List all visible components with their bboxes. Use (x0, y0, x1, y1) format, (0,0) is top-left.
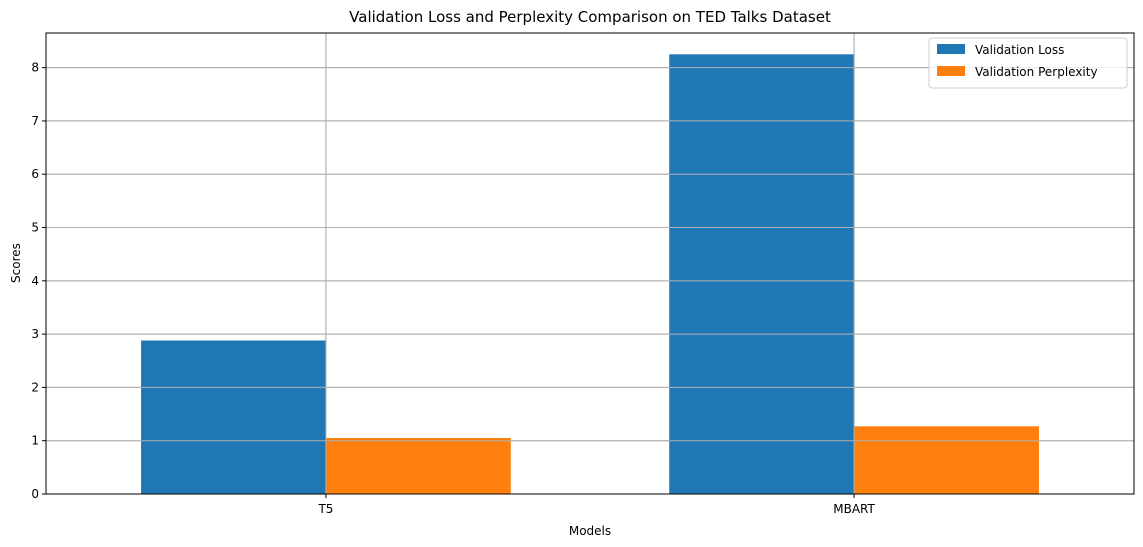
y-tick-label: 1 (31, 434, 39, 448)
legend-label-validation-perplexity: Validation Perplexity (975, 65, 1098, 79)
legend-label-validation-loss: Validation Loss (975, 43, 1064, 57)
axes (45, 32, 1135, 495)
bar-validation-loss-mbart (669, 54, 855, 494)
legend: Validation Loss Validation Perplexity (928, 37, 1128, 89)
y-tick-label: 0 (31, 487, 39, 501)
x-tick-label-mbart: MBART (833, 502, 875, 516)
x-axis-label: Models (569, 524, 611, 538)
y-axis-label: Scores (9, 243, 23, 283)
y-tick-label: 2 (31, 380, 39, 394)
y-tick-label: 4 (31, 274, 39, 288)
y-tick-label: 6 (31, 167, 39, 181)
bars (46, 33, 1134, 494)
legend-swatch-validation-loss (937, 44, 965, 54)
y-tick-label: 5 (31, 221, 39, 235)
chart-title: Validation Loss and Perplexity Compariso… (349, 8, 831, 26)
y-axis-ticks: 0 1 2 3 4 5 6 7 8 (31, 61, 46, 501)
x-axis-ticks: T5 MBART (317, 494, 876, 516)
bar-validation-perplexity-mbart (854, 426, 1039, 494)
bar-validation-perplexity-t5 (325, 438, 511, 494)
y-tick-label: 8 (31, 61, 39, 75)
bar-validation-loss-t5 (141, 340, 326, 494)
legend-box (928, 37, 1128, 89)
y-tick-label: 7 (31, 114, 39, 128)
plot-frame (45, 32, 1135, 495)
y-tick-label: 3 (31, 327, 39, 341)
legend-swatch-validation-perplexity (937, 66, 965, 76)
x-tick-label-t5: T5 (317, 502, 333, 516)
